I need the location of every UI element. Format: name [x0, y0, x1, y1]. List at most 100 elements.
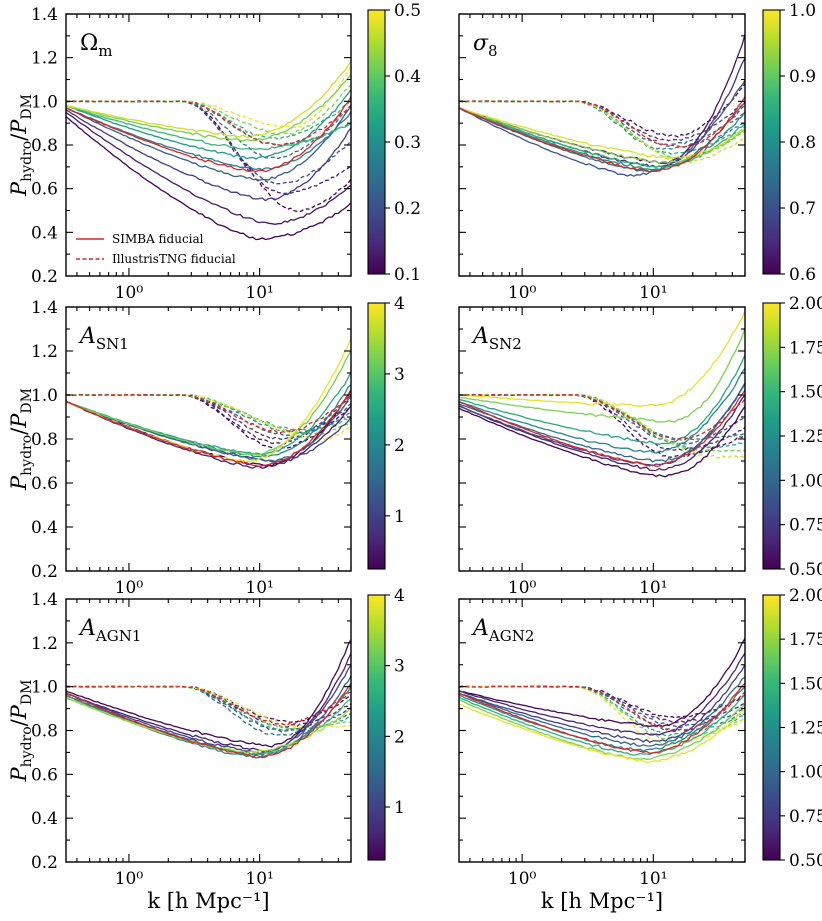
panel-3: 10⁰ 10¹ ASN2 0.50 0.75 1.00 1.25 1.50 1.75 2.00 — [458, 294, 822, 598]
colorbar — [762, 594, 781, 861]
colorbar — [762, 9, 781, 275]
colorbar-tick-label: 0.7 — [789, 199, 816, 219]
y-tick-label: 0.8 — [31, 136, 58, 156]
simba-fiducial-line — [66, 96, 351, 173]
colorbar-tick-label: 0.75 — [789, 807, 822, 827]
colorbar-tick-label: 0.2 — [394, 199, 421, 219]
panel-1: 10⁰ 10¹ σ8 0.6 0.7 0.8 0.9 1.0 — [458, 1, 816, 303]
y-tick-label: 0.2 — [31, 267, 58, 287]
colorbar-tick-label: 0.75 — [789, 516, 822, 536]
x-tick-label: 10⁰ — [508, 578, 537, 598]
y-tick-label: 0.4 — [31, 223, 58, 243]
axes-frame — [458, 13, 746, 277]
simba-fiducial-line — [459, 682, 745, 754]
colorbar-tick-label: 1.75 — [789, 338, 822, 358]
colorbar-tick-label: 1.50 — [789, 674, 822, 694]
panel-4: 0.2 0.4 0.6 0.8 1.0 1.2 1.4 10⁰ 10¹ AAGN1 Phydro/P… — [7, 586, 405, 913]
x-tick-label: 10⁰ — [508, 869, 537, 889]
simba-series-line — [66, 74, 351, 142]
y-axis-label: Phydro/PDM — [7, 94, 35, 197]
tng-fiducial-line — [459, 100, 745, 148]
simba-series-line — [66, 89, 351, 160]
simba-series-line — [459, 394, 745, 472]
colorbar-tick-label: 1.00 — [789, 763, 822, 783]
y-tick-label: 0.2 — [31, 853, 58, 873]
series-group — [66, 639, 351, 759]
y-tick-label: 0.6 — [31, 474, 58, 494]
colorbar — [367, 594, 386, 861]
colorbar-tick-label: 0.3 — [394, 133, 421, 153]
simba-series-line — [66, 109, 351, 202]
x-tick-label: 10⁰ — [115, 578, 144, 598]
simba-series-line — [459, 664, 745, 744]
tng-fiducial-line — [66, 685, 351, 726]
series-group — [66, 337, 351, 469]
colorbar-tick-label: 0.9 — [789, 67, 816, 87]
y-tick-label: 1.2 — [31, 342, 58, 362]
simba-series-line — [459, 310, 745, 408]
tng-series-line — [66, 100, 351, 146]
simba-fiducial-line — [66, 682, 351, 759]
simba-series-line — [459, 107, 745, 160]
y-tick-label: 0.4 — [31, 518, 58, 538]
simba-fiducial-line — [459, 96, 745, 173]
x-tick-label: 10¹ — [639, 283, 667, 303]
simba-fiducial-line — [459, 389, 745, 467]
series-group — [66, 61, 351, 241]
x-tick-label: 10⁰ — [115, 283, 144, 303]
colorbar — [367, 9, 386, 275]
simba-series-line — [66, 639, 351, 748]
colorbar-tick-label: 1.50 — [789, 383, 822, 403]
y-tick-label: 0.8 — [31, 722, 58, 742]
colorbar-tick-label: 1.25 — [789, 427, 822, 447]
simba-series-line — [459, 699, 745, 761]
colorbar-tick-label: 2.00 — [789, 294, 822, 314]
simba-series-line — [66, 105, 351, 181]
y-tick-label: 1.0 — [31, 678, 58, 698]
panel-label: ASN1 — [78, 324, 129, 353]
colorbar-tick-label: 2 — [394, 436, 405, 456]
y-tick-label: 0.4 — [31, 809, 58, 829]
colorbar-tick-label: 2 — [394, 727, 405, 747]
tng-fiducial-line — [459, 393, 745, 441]
simba-series-line — [459, 637, 745, 728]
simba-series-line — [66, 653, 351, 752]
tng-fiducial-line — [66, 393, 351, 434]
colorbar-tick-label: 0.6 — [789, 265, 816, 285]
colorbar-tick-label: 0.1 — [394, 265, 421, 285]
y-axis-label: Phydro/PDM — [7, 680, 35, 783]
x-tick-label: 10¹ — [245, 869, 273, 889]
simba-series-line — [66, 675, 351, 756]
tng-fiducial-line — [459, 685, 745, 731]
colorbar-tick-label: 3 — [394, 365, 405, 385]
y-tick-label: 0.8 — [31, 430, 58, 450]
series-group — [459, 637, 745, 763]
simba-series-line — [66, 61, 351, 139]
x-axis-label: k [h Mpc⁻¹] — [541, 889, 663, 913]
simba-series-line — [459, 382, 745, 467]
y-tick-label: 1.0 — [31, 386, 58, 406]
x-tick-label: 10⁰ — [508, 283, 537, 303]
tng-fiducial-line — [66, 100, 351, 146]
x-tick-label: 10¹ — [639, 869, 667, 889]
colorbar-tick-label: 0.5 — [394, 1, 421, 21]
colorbar-tick-label: 4 — [394, 586, 405, 606]
colorbar — [762, 302, 781, 570]
series-group — [459, 310, 745, 478]
simba-series-line — [459, 327, 745, 423]
colorbar-tick-label: 0.50 — [789, 851, 822, 871]
panel-label: AAGN2 — [471, 616, 534, 645]
colorbar-tick-label: 1.0 — [789, 1, 816, 21]
panel-0: 0.2 0.4 0.6 0.8 1.0 1.2 1.4 10⁰ 10¹ Ωm Phydro/PDM S… — [7, 1, 421, 303]
x-tick-label: 10¹ — [639, 578, 667, 598]
colorbar-tick-label: 1.75 — [789, 630, 822, 650]
colorbar-tick-label: 4 — [394, 294, 405, 314]
y-tick-label: 0.6 — [31, 180, 58, 200]
simba-series-line — [66, 401, 351, 469]
panel-label: σ8 — [473, 31, 498, 60]
simba-series-line — [459, 34, 745, 165]
simba-series-line — [66, 107, 351, 171]
colorbar-tick-label: 0.8 — [789, 133, 816, 153]
y-tick-label: 1.0 — [31, 92, 58, 112]
